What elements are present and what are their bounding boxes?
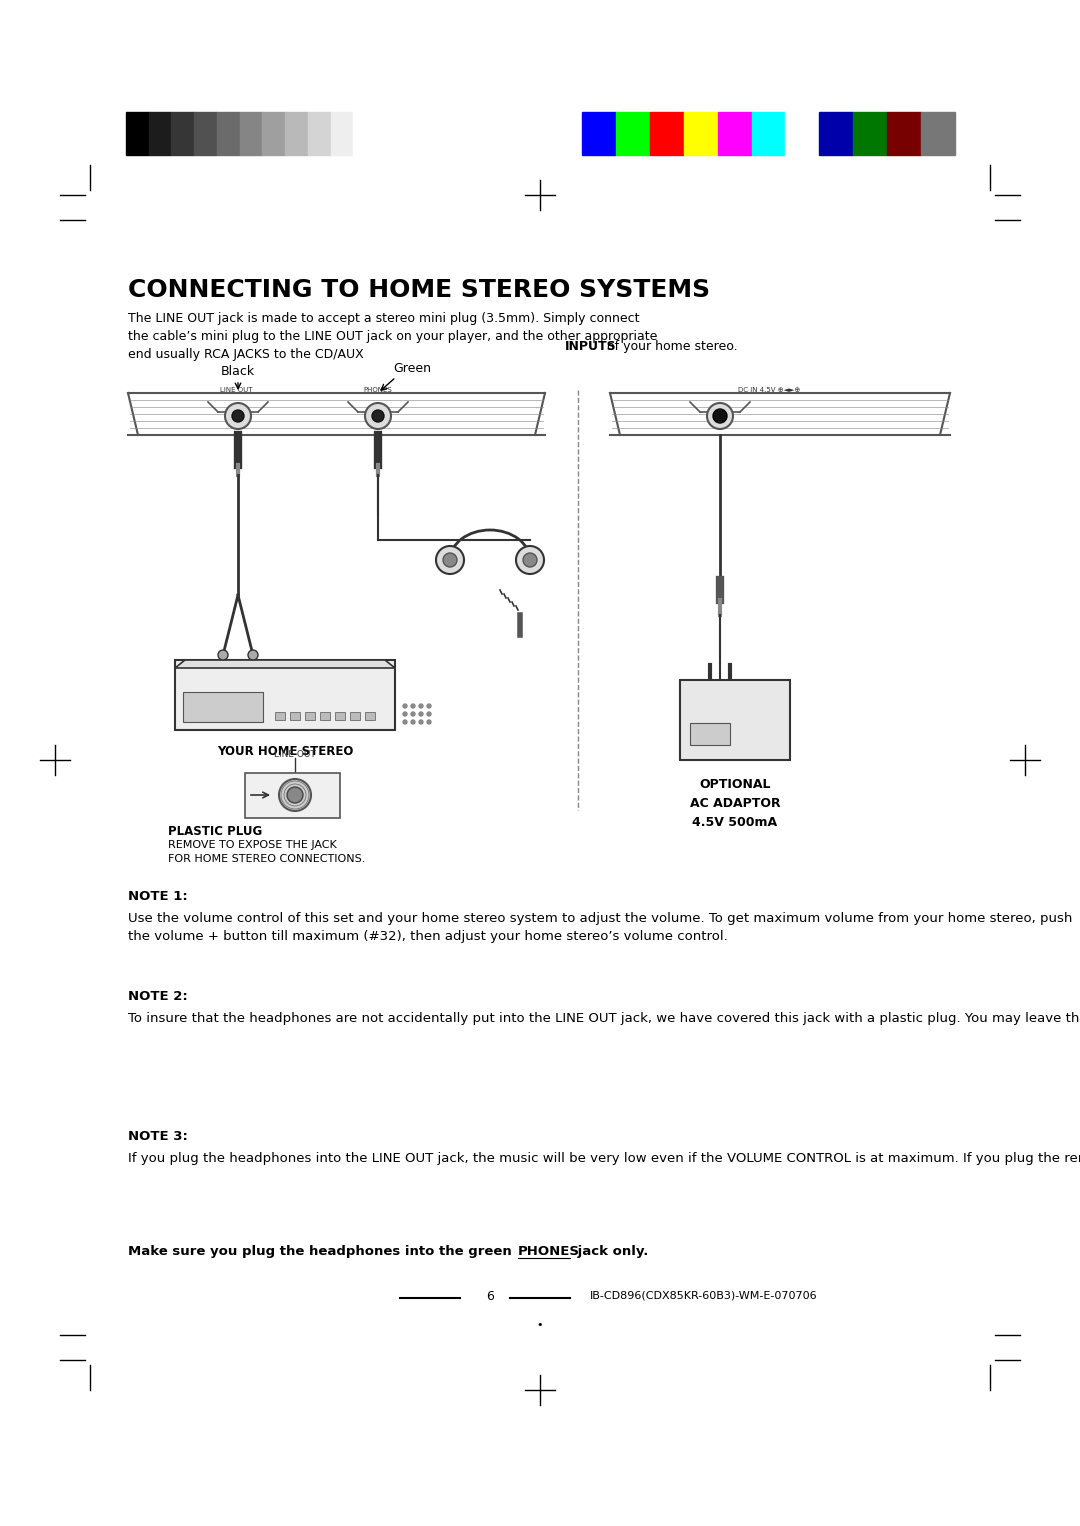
Bar [616, 111, 650, 156]
Circle shape [411, 720, 415, 723]
Circle shape [287, 787, 303, 803]
Bar [650, 111, 684, 156]
Bar [217, 111, 240, 156]
Bar [365, 713, 375, 720]
Circle shape [419, 720, 423, 723]
Text: of your home stereo.: of your home stereo. [603, 340, 738, 353]
Bar [690, 723, 730, 745]
Bar [353, 111, 376, 156]
Circle shape [516, 546, 544, 574]
Text: jack only.: jack only. [573, 1245, 648, 1257]
FancyBboxPatch shape [175, 661, 395, 729]
Circle shape [707, 403, 733, 429]
Bar [308, 111, 330, 156]
Bar [305, 713, 315, 720]
Circle shape [218, 650, 228, 661]
Circle shape [427, 720, 431, 723]
Bar [194, 111, 217, 156]
Text: 6: 6 [486, 1289, 494, 1303]
Text: Use the volume control of this set and your home stereo system to adjust the vol: Use the volume control of this set and y… [129, 913, 1072, 943]
Text: OPTIONAL
AC ADAPTOR
4.5V 500mA: OPTIONAL AC ADAPTOR 4.5V 500mA [690, 778, 781, 829]
Bar [887, 111, 921, 156]
Circle shape [713, 409, 727, 423]
Text: •: • [537, 1320, 543, 1331]
Bar [240, 111, 262, 156]
Circle shape [279, 778, 311, 810]
Bar [262, 111, 285, 156]
Text: NOTE 2:: NOTE 2: [129, 990, 188, 1003]
Bar [853, 111, 887, 156]
Bar [350, 713, 360, 720]
Circle shape [427, 713, 431, 716]
Text: PHONES: PHONES [518, 1245, 580, 1257]
Bar [320, 713, 330, 720]
Circle shape [523, 552, 537, 568]
Circle shape [436, 546, 464, 574]
Text: The LINE OUT jack is made to accept a stereo mini plug (3.5mm). Simply connect
t: The LINE OUT jack is made to accept a st… [129, 311, 658, 362]
Text: NOTE 1:: NOTE 1: [129, 890, 188, 903]
Bar [921, 111, 955, 156]
Circle shape [403, 720, 407, 723]
Text: NOTE 3:: NOTE 3: [129, 1129, 188, 1143]
Circle shape [365, 403, 391, 429]
Text: LINE OUT: LINE OUT [220, 388, 253, 394]
Circle shape [419, 703, 423, 708]
FancyBboxPatch shape [680, 681, 789, 760]
Polygon shape [175, 661, 395, 668]
Bar [684, 111, 717, 156]
Bar [752, 111, 785, 156]
Circle shape [248, 650, 258, 661]
Bar [126, 111, 149, 156]
Bar [183, 691, 264, 722]
Circle shape [232, 410, 244, 423]
Circle shape [372, 410, 384, 423]
Text: cDc: cDc [216, 703, 234, 713]
Text: PLASTIC PLUG: PLASTIC PLUG [168, 826, 262, 838]
Text: IB-CD896(CDX85KR-60B3)-WM-E-070706: IB-CD896(CDX85KR-60B3)-WM-E-070706 [590, 1289, 818, 1300]
Text: INPUTS: INPUTS [565, 340, 617, 353]
Bar [785, 111, 820, 156]
Text: Black: Black [221, 365, 255, 378]
Bar [717, 111, 752, 156]
Circle shape [403, 703, 407, 708]
Circle shape [411, 713, 415, 716]
Bar [582, 111, 616, 156]
Bar [149, 111, 172, 156]
Text: If you plug the headphones into the LINE OUT jack, the music will be very low ev: If you plug the headphones into the LINE… [129, 1152, 1080, 1164]
Bar [291, 713, 300, 720]
Text: REMOVE TO EXPOSE THE JACK
FOR HOME STEREO CONNECTIONS.: REMOVE TO EXPOSE THE JACK FOR HOME STERE… [168, 839, 365, 864]
Text: YOUR HOME STEREO: YOUR HOME STEREO [217, 745, 353, 758]
Text: DC IN 4.5V ⊕◄►⊕: DC IN 4.5V ⊕◄►⊕ [738, 388, 800, 394]
Bar [330, 111, 353, 156]
Bar [275, 713, 285, 720]
Text: To insure that the headphones are not accidentally put into the LINE OUT jack, w: To insure that the headphones are not ac… [129, 1012, 1080, 1025]
Bar [335, 713, 345, 720]
Text: PHONES: PHONES [363, 388, 392, 394]
Circle shape [443, 552, 457, 568]
Text: Green: Green [393, 362, 431, 375]
Circle shape [411, 703, 415, 708]
Bar [285, 111, 308, 156]
Circle shape [427, 703, 431, 708]
Circle shape [225, 403, 251, 429]
FancyBboxPatch shape [245, 774, 340, 818]
Circle shape [403, 713, 407, 716]
Text: CONNECTING TO HOME STEREO SYSTEMS: CONNECTING TO HOME STEREO SYSTEMS [129, 278, 711, 302]
Circle shape [419, 713, 423, 716]
Text: LINE OUT: LINE OUT [274, 749, 315, 758]
Bar [172, 111, 194, 156]
Text: Make sure you plug the headphones into the green: Make sure you plug the headphones into t… [129, 1245, 516, 1257]
Bar [820, 111, 853, 156]
